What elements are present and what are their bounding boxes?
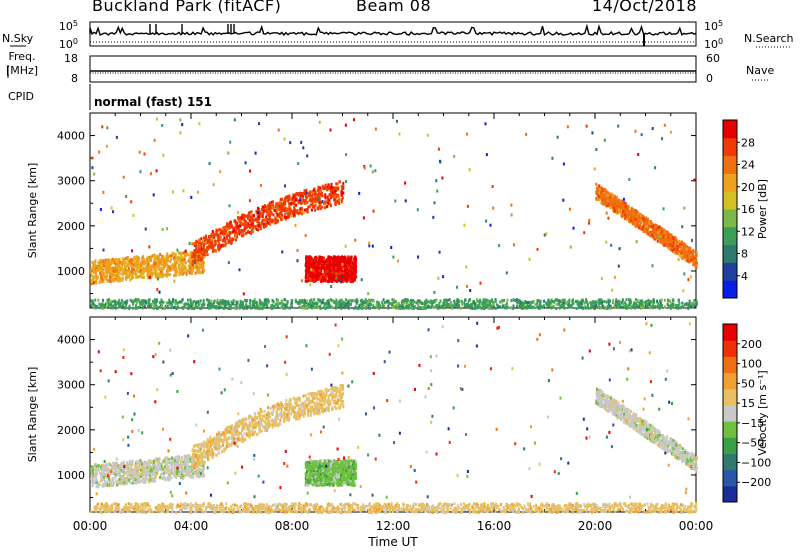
power-ytick-label: 3000 [57,175,85,188]
power-colorbar-tick-label: 16 [741,203,755,216]
velocity-xtick-label: 16:00 [477,519,512,533]
power-ytick-label: 4000 [57,130,85,143]
power-echo-near-range-ground-band [90,298,698,311]
velocity-xtick-label: 12:00 [376,519,411,533]
cpid-value: normal (fast) 151 [94,95,212,109]
power-colorbar-tick-label: 24 [741,159,755,172]
velocity-echo-layer [90,321,698,515]
freq-strip-frame [89,55,697,83]
nsearch-tick-bottom: 100 [704,37,723,51]
velocity-noise-specks [93,321,693,499]
nsearch-label: N.Search [744,32,794,45]
velocity-colorbar-tick-label: −200 [741,476,771,489]
velocity-colorbar-label: Velocity [m s⁻¹] [756,370,769,455]
power-ytick-label: 1000 [57,265,85,278]
freq-label-2: [MHz] [6,64,38,77]
power-echo-layer [90,117,698,311]
velocity-xtick-label: 00:00 [679,519,714,533]
velocity-ytick-label: 2000 [57,424,85,437]
velocity-colorbar [723,324,737,503]
nsky-tick-bottom: 100 [59,37,78,51]
velocity-xtick-label: 04:00 [174,519,209,533]
power-echo-dawn-arc [595,182,698,269]
velocity-panel-frame [89,316,697,513]
cpid-label: CPID [8,90,34,103]
velocity-colorbar-tick-label: −100 [741,456,771,469]
power-echo-rising-arc [191,180,345,267]
velocity-echo-rising-arc [191,384,345,470]
velocity-colorbar-tick-label: 200 [741,338,762,351]
velocity-colorbar-tick-label: 100 [741,358,762,371]
nsky-tick-top: 105 [59,19,78,33]
nave-label: Nave [746,64,774,77]
velocity-echo-near-range-ground-band [90,502,698,515]
velocity-echo-evening-echoes [90,453,206,489]
power-colorbar-tick-label: 4 [741,270,748,283]
power-colorbar-tick-label: 28 [741,136,755,149]
nsearch-tick-top: 105 [704,19,723,33]
nave-tick-bottom: 0 [706,72,713,85]
velocity-colorbar-tick-label: −15 [741,417,764,430]
power-colorbar-label: Power [dB] [756,179,769,239]
velocity-xlabel: Time UT [367,535,418,549]
power-panel-frame [89,112,697,309]
power-echo-midday-blob [304,255,358,283]
velocity-ytick-label: 3000 [57,379,85,392]
date-label: 14/Oct/2018 [592,0,698,15]
power-colorbar-tick-label: 12 [741,225,755,238]
freq-tick-bottom: 8 [71,72,78,85]
nsky-trace [89,23,697,37]
beam-label: Beam 08 [356,0,432,15]
power-echo-evening-echoes [90,248,206,286]
power-ytick-label: 2000 [57,220,85,233]
velocity-colorbar-tick-label: −50 [741,437,764,450]
nave-tick-top: 60 [706,52,720,65]
velocity-ylabel: Slant Range [km] [26,367,39,463]
freq-tick-top: 18 [64,52,78,65]
velocity-echo-dawn-arc [595,387,698,473]
freq-label-1: Freq. [8,50,35,63]
velocity-xtick-label: 20:00 [578,519,613,533]
velocity-ytick-label: 1000 [57,469,85,482]
velocity-echo-midday-blob [304,459,358,487]
velocity-colorbar-tick-label: 50 [741,377,755,390]
site-title: Buckland Park (fitACF) [92,0,282,15]
velocity-colorbar-tick-label: 15 [741,397,755,410]
nsky-label: N.Sky [2,32,34,45]
velocity-colorbar-frame [722,323,738,503]
velocity-xtick-label: 08:00 [275,519,310,533]
power-colorbar-tick-label: 20 [741,181,755,194]
velocity-xtick-label: 00:00 [73,519,108,533]
velocity-ytick-label: 4000 [57,334,85,347]
power-ylabel: Slant Range [km] [26,163,39,259]
power-colorbar [723,120,737,299]
power-noise-specks [91,117,696,296]
power-colorbar-tick-label: 8 [741,248,748,261]
